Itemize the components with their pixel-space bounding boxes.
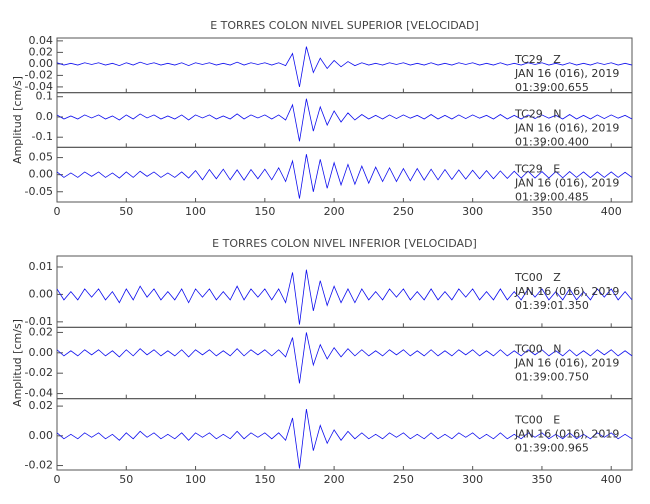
waveform-trace xyxy=(56,409,633,469)
x-tick-label: 200 xyxy=(324,205,345,218)
chart-title: E TORRES COLON NIVEL SUPERIOR [VELOCIDAD… xyxy=(210,19,479,32)
y-tick-label: 0.0 xyxy=(36,110,54,123)
y-tick-label: -0.02 xyxy=(25,459,53,472)
date-label: JAN 16 (016), 2019 xyxy=(514,356,619,369)
x-tick-label: 250 xyxy=(393,473,414,486)
y-tick-label: 0.02 xyxy=(29,325,54,338)
x-tick-label: 150 xyxy=(254,205,275,218)
y-tick-label: -0.04 xyxy=(25,80,53,93)
y-tick-label: 0.00 xyxy=(29,429,54,442)
y-tick-label: -0.01 xyxy=(25,315,53,328)
time-label: 01:39:00.485 xyxy=(515,190,589,203)
y-tick-label: 0.05 xyxy=(29,151,54,164)
x-tick-label: 400 xyxy=(601,205,622,218)
waveform-trace xyxy=(56,154,633,199)
station-label: TC00 Z xyxy=(514,271,561,284)
time-label: 01:39:00.750 xyxy=(515,370,589,383)
y-tick-label: 0.1 xyxy=(36,90,54,103)
chart-title: E TORRES COLON NIVEL INFERIOR [VELOCIDAD… xyxy=(212,237,477,250)
x-tick-label: 150 xyxy=(254,473,275,486)
x-tick-label: 350 xyxy=(531,473,552,486)
y-axis-label: Amplitud [cm/s] xyxy=(11,319,24,407)
x-tick-label: 300 xyxy=(462,473,483,486)
x-tick-label: 100 xyxy=(185,473,206,486)
x-tick-label: 100 xyxy=(185,205,206,218)
y-tick-label: 0.02 xyxy=(29,45,54,58)
x-tick-label: 200 xyxy=(324,473,345,486)
date-label: JAN 16 (016), 2019 xyxy=(514,67,619,80)
station-label: TC00 N xyxy=(514,342,561,355)
y-tick-label: -0.05 xyxy=(25,185,53,198)
panel-frame xyxy=(56,398,633,471)
station-label: TC29 Z xyxy=(514,53,561,66)
y-axis-label: Amplitud [cm/s] xyxy=(11,76,24,164)
time-label: 01:39:00.400 xyxy=(515,136,589,149)
y-tick-label: 0.00 xyxy=(29,57,54,70)
x-tick-label: 50 xyxy=(119,205,133,218)
y-tick-label: 0.00 xyxy=(29,346,54,359)
station-label: TC00 E xyxy=(514,414,560,427)
date-label: JAN 16 (016), 2019 xyxy=(514,285,619,298)
x-tick-label: 50 xyxy=(119,473,133,486)
x-tick-label: 250 xyxy=(393,205,414,218)
station-label: TC29 N xyxy=(514,108,561,121)
x-tick-label: 0 xyxy=(54,205,61,218)
y-tick-label: -0.1 xyxy=(32,130,53,143)
y-tick-label: 0.01 xyxy=(29,260,54,273)
y-tick-label: 0.00 xyxy=(29,168,54,181)
time-label: 01:39:00.965 xyxy=(515,442,589,455)
station-label: TC29 E xyxy=(514,162,560,175)
x-tick-label: 400 xyxy=(601,473,622,486)
time-label: 01:39:00.655 xyxy=(515,81,589,94)
y-tick-label: 0.00 xyxy=(29,287,54,300)
time-label: 01:39:01.350 xyxy=(515,299,589,312)
y-tick-label: -0.04 xyxy=(25,387,53,400)
x-tick-label: 0 xyxy=(54,473,61,486)
y-tick-label: 0.04 xyxy=(29,34,54,47)
waveform-trace xyxy=(56,46,633,87)
waveform-trace xyxy=(56,98,633,142)
date-label: JAN 16 (016), 2019 xyxy=(514,428,619,441)
y-tick-label: 0.02 xyxy=(29,399,54,412)
y-tick-label: -0.02 xyxy=(25,366,53,379)
waveform-trace xyxy=(56,332,633,384)
date-label: JAN 16 (016), 2019 xyxy=(514,176,619,189)
x-tick-label: 350 xyxy=(531,205,552,218)
x-tick-label: 300 xyxy=(462,205,483,218)
waveform-trace xyxy=(56,269,633,325)
date-label: JAN 16 (016), 2019 xyxy=(514,122,619,135)
y-tick-label: -0.02 xyxy=(25,68,53,81)
